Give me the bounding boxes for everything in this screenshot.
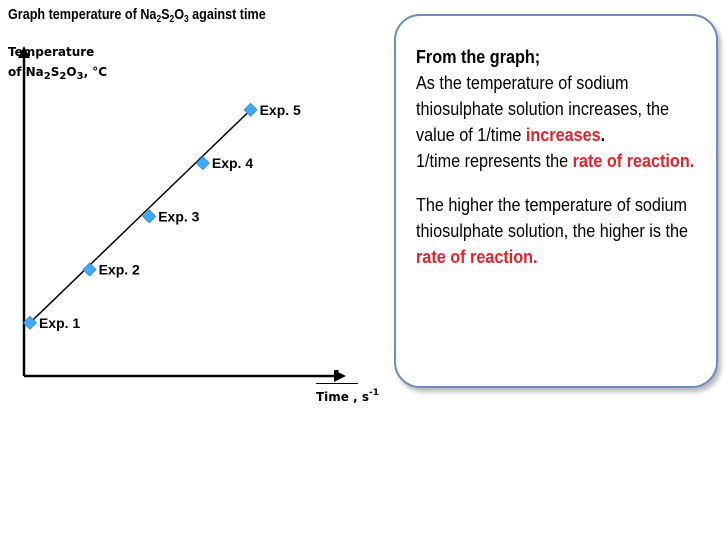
title-text: against time bbox=[188, 6, 266, 23]
y-axis-arrowhead bbox=[18, 46, 30, 58]
x-label-unit: , s bbox=[348, 390, 370, 404]
x-axis-denominator: Time , s-1 bbox=[316, 388, 380, 404]
panel-highlight: increases bbox=[525, 125, 601, 145]
data-point-marker bbox=[22, 315, 38, 330]
y-label-subscript: 2 bbox=[43, 71, 51, 82]
panel-paragraph-1: As the temperature of sodium thiosulphat… bbox=[416, 70, 704, 148]
panel-text: The higher the temperature of sodium thi… bbox=[416, 195, 688, 241]
explanation-panel: From the graph; As the temperature of so… bbox=[394, 14, 718, 388]
y-label-subscript: 2 bbox=[59, 71, 67, 82]
data-point-label: Exp. 4 bbox=[212, 155, 253, 171]
data-point-label: Exp. 2 bbox=[99, 262, 140, 278]
trend-line-group bbox=[29, 109, 252, 324]
x-axis-numerator: 1 bbox=[332, 368, 342, 382]
x-axis-label: 1 Time , s-1 bbox=[316, 367, 388, 406]
x-label-time: Time bbox=[316, 390, 349, 404]
explanation-text: From the graph; As the temperature of so… bbox=[416, 44, 704, 270]
title-text: S bbox=[161, 6, 170, 23]
panel-highlight: rate of reaction. bbox=[572, 151, 695, 171]
y-label-text: O bbox=[66, 65, 77, 79]
panel-highlight: rate of reaction. bbox=[416, 247, 538, 267]
y-label-unit: , °C bbox=[83, 65, 108, 79]
x-label-superscript: -1 bbox=[369, 388, 380, 398]
data-point-marker bbox=[243, 102, 258, 117]
y-axis-label-line2: of Na2S2O3, °C bbox=[8, 62, 107, 87]
title-text: O bbox=[174, 6, 185, 23]
y-label-text: of Na bbox=[8, 65, 44, 79]
x-axis-fraction-bar bbox=[316, 383, 358, 384]
title-text: Graph temperature of Na bbox=[8, 6, 157, 23]
y-label-text: S bbox=[50, 65, 60, 79]
panel-heading: From the graph; bbox=[416, 47, 541, 67]
data-point-label: Exp. 5 bbox=[260, 102, 301, 118]
data-points bbox=[22, 102, 258, 330]
data-point-label: Exp. 3 bbox=[158, 208, 199, 224]
data-point-marker bbox=[195, 156, 210, 171]
trend-line bbox=[29, 109, 252, 324]
y-axis-label-line1: Temperature bbox=[8, 45, 95, 59]
title-subscript: 2 bbox=[169, 14, 175, 25]
x-axis-arrowhead bbox=[334, 370, 346, 382]
y-label-subscript: 3 bbox=[76, 71, 84, 82]
slide-title: Graph temperature of Na2S2O3 against tim… bbox=[8, 6, 266, 25]
panel-text: . bbox=[600, 125, 606, 145]
title-subscript: 2 bbox=[156, 14, 162, 25]
y-axis-label: Temperature of Na2S2O3, °C bbox=[8, 42, 107, 87]
title-subscript: 3 bbox=[184, 14, 189, 25]
point-labels: Exp. 1 Exp. 2 Exp. 3 Exp. 4 Exp. 5 bbox=[39, 102, 301, 331]
data-point-label: Exp. 1 bbox=[39, 315, 80, 331]
panel-paragraph-2: 1/time represents the rate of reaction. bbox=[416, 148, 704, 174]
data-point-marker bbox=[142, 209, 157, 224]
panel-text: 1/time represents the bbox=[416, 151, 573, 171]
panel-paragraph-3: The higher the temperature of sodium thi… bbox=[416, 192, 704, 270]
data-point-marker bbox=[82, 262, 97, 277]
panel-text: As the temperature of sodium thiosulphat… bbox=[416, 73, 670, 145]
panel-spacer bbox=[416, 174, 704, 192]
